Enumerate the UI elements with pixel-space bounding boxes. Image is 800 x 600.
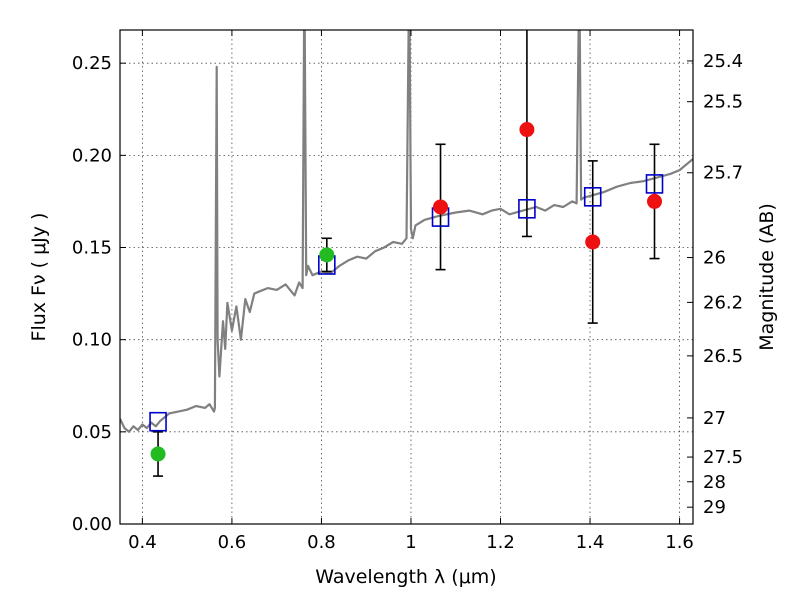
y2-axis-label: Magnitude (AB) bbox=[756, 203, 778, 351]
tick-labels: 0.4 0.6 0.8 1 1.2 1.4 1.6 0.00 0.05 0.10 0.15 0.20 0… bbox=[72, 51, 743, 553]
y2-tick-label: 25.5 bbox=[703, 92, 743, 113]
y2-tick-label: 27 bbox=[703, 408, 726, 429]
model-square bbox=[518, 198, 536, 219]
y-tick-label: 0.20 bbox=[72, 145, 112, 166]
y2-tick-label: 25.4 bbox=[703, 51, 743, 72]
x-tick-label: 1 bbox=[405, 532, 416, 553]
y-tick-label: 0.05 bbox=[72, 422, 112, 443]
data-point bbox=[647, 193, 663, 209]
x-tick-label: 1.6 bbox=[665, 532, 694, 553]
y2-tick-label: 27.5 bbox=[703, 447, 743, 468]
x-tick-label: 0.8 bbox=[307, 532, 336, 553]
y2-tick-label: 26.2 bbox=[703, 292, 743, 313]
data-point bbox=[585, 234, 601, 250]
plot-background bbox=[120, 30, 693, 524]
spectrum-line bbox=[120, 30, 693, 433]
ticks bbox=[120, 30, 693, 525]
y2-tick-label: 26.5 bbox=[703, 346, 743, 367]
x-tick-label: 0.4 bbox=[128, 532, 157, 553]
model-square bbox=[645, 174, 664, 194]
y-tick-label: 0.00 bbox=[72, 514, 112, 535]
model-square bbox=[149, 411, 167, 432]
y-tick-label: 0.10 bbox=[72, 330, 112, 351]
x-axis-label: Wavelength λ (μm) bbox=[315, 566, 496, 588]
data-point bbox=[319, 247, 335, 263]
x-tick-label: 0.6 bbox=[218, 532, 247, 553]
y-tick-label: 0.25 bbox=[72, 53, 112, 74]
x-tick-label: 1.4 bbox=[576, 532, 605, 553]
markers bbox=[149, 122, 664, 462]
y-axis-label: Flux Fν ( μJy ) bbox=[28, 213, 50, 342]
spectrum-polyline bbox=[120, 30, 693, 433]
data-point bbox=[150, 446, 166, 462]
y-tick-label: 0.15 bbox=[72, 238, 112, 259]
data-point bbox=[433, 199, 449, 215]
y2-tick-label: 28 bbox=[703, 472, 726, 493]
data-point bbox=[519, 122, 535, 138]
y2-tick-label: 29 bbox=[703, 497, 726, 518]
x-tick-label: 1.2 bbox=[486, 532, 515, 553]
y2-tick-label: 26 bbox=[703, 248, 726, 269]
model-square bbox=[583, 187, 602, 207]
plot-frame bbox=[119, 29, 694, 525]
y2-tick-label: 25.7 bbox=[703, 163, 743, 184]
